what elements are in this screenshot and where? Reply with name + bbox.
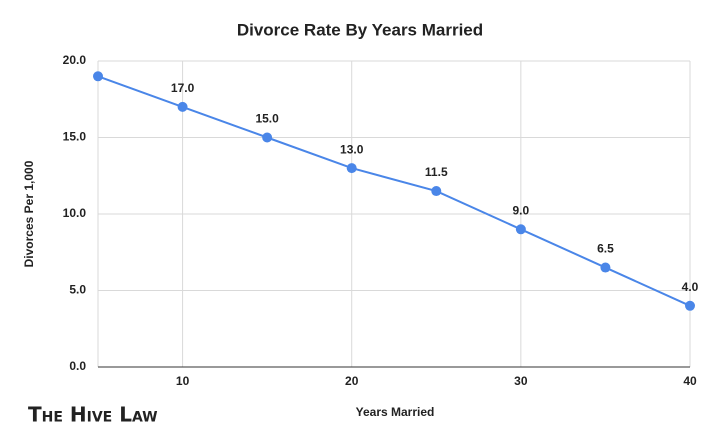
series-line bbox=[97, 75, 691, 307]
data-point bbox=[431, 186, 442, 197]
data-label: 11.5 bbox=[425, 165, 448, 179]
data-label: 9.0 bbox=[513, 203, 530, 217]
data-label: 4.0 bbox=[682, 280, 699, 294]
y-tick-label: 20.0 bbox=[63, 53, 87, 67]
x-tick-label: 40 bbox=[683, 374, 697, 388]
data-point bbox=[685, 300, 695, 311]
y-tick-label: 0.0 bbox=[69, 359, 86, 373]
data-label: 13.0 bbox=[340, 142, 364, 156]
data-point bbox=[346, 163, 357, 174]
y-tick-label: 10.0 bbox=[63, 206, 87, 220]
data-label: 17.0 bbox=[171, 81, 195, 95]
chart-title: Divorce Rate By Years Married bbox=[237, 20, 483, 39]
data-point bbox=[177, 101, 188, 112]
y-tick-label: 5.0 bbox=[69, 283, 86, 297]
y-tick-label: 15.0 bbox=[63, 130, 87, 144]
x-tick-label: 30 bbox=[514, 374, 528, 388]
y-axis-label: Divorces Per 1,000 bbox=[22, 160, 36, 267]
x-tick-label: 20 bbox=[345, 374, 359, 388]
x-axis-label: Years Married bbox=[356, 405, 435, 419]
data-point bbox=[93, 71, 103, 82]
data-point bbox=[600, 262, 611, 273]
data-point bbox=[515, 224, 526, 235]
brand: The Hive Law bbox=[28, 403, 158, 427]
data-point bbox=[262, 132, 273, 143]
data-label: 15.0 bbox=[255, 112, 279, 126]
data-label: 6.5 bbox=[597, 242, 614, 256]
x-tick-label: 10 bbox=[176, 374, 190, 388]
